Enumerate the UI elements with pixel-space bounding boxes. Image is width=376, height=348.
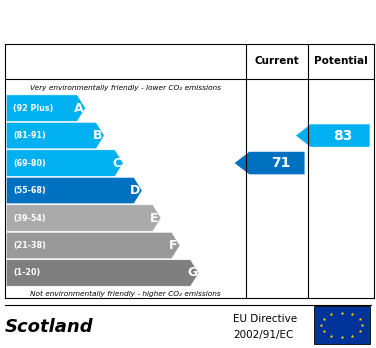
Text: (39-54): (39-54) [13,214,46,222]
Text: E: E [150,212,159,224]
Text: (69-80): (69-80) [13,159,46,167]
Text: 83: 83 [333,128,352,143]
Bar [314,306,370,344]
Polygon shape [6,95,85,121]
Polygon shape [6,205,161,231]
Text: F: F [169,239,177,252]
Text: (55-68): (55-68) [13,186,46,195]
Text: Not environmentally friendly - higher CO₂ emissions: Not environmentally friendly - higher CO… [30,291,221,297]
Polygon shape [6,232,180,259]
Text: C: C [112,157,121,169]
Text: (92 Plus): (92 Plus) [13,104,53,113]
Polygon shape [6,122,105,149]
Text: A: A [74,102,83,114]
Text: 2002/91/EC: 2002/91/EC [233,330,294,340]
Polygon shape [6,150,123,176]
Text: Very environmentally friendly - lower CO₂ emissions: Very environmentally friendly - lower CO… [30,85,221,92]
Text: (81-91): (81-91) [13,131,46,140]
Text: B: B [93,129,102,142]
Text: (21-38): (21-38) [13,241,46,250]
Text: Potential: Potential [314,56,368,66]
Text: Environmental Impact (CO₂) Rating: Environmental Impact (CO₂) Rating [43,13,333,28]
Polygon shape [296,124,370,147]
Polygon shape [6,177,142,204]
Text: EU Directive: EU Directive [233,314,297,324]
Text: G: G [187,267,197,279]
Text: D: D [130,184,141,197]
Text: Scotland: Scotland [5,318,93,336]
Text: 71: 71 [271,156,290,170]
Text: Current: Current [255,56,299,66]
Text: (1-20): (1-20) [13,268,40,277]
Polygon shape [6,260,199,286]
Polygon shape [235,152,305,174]
